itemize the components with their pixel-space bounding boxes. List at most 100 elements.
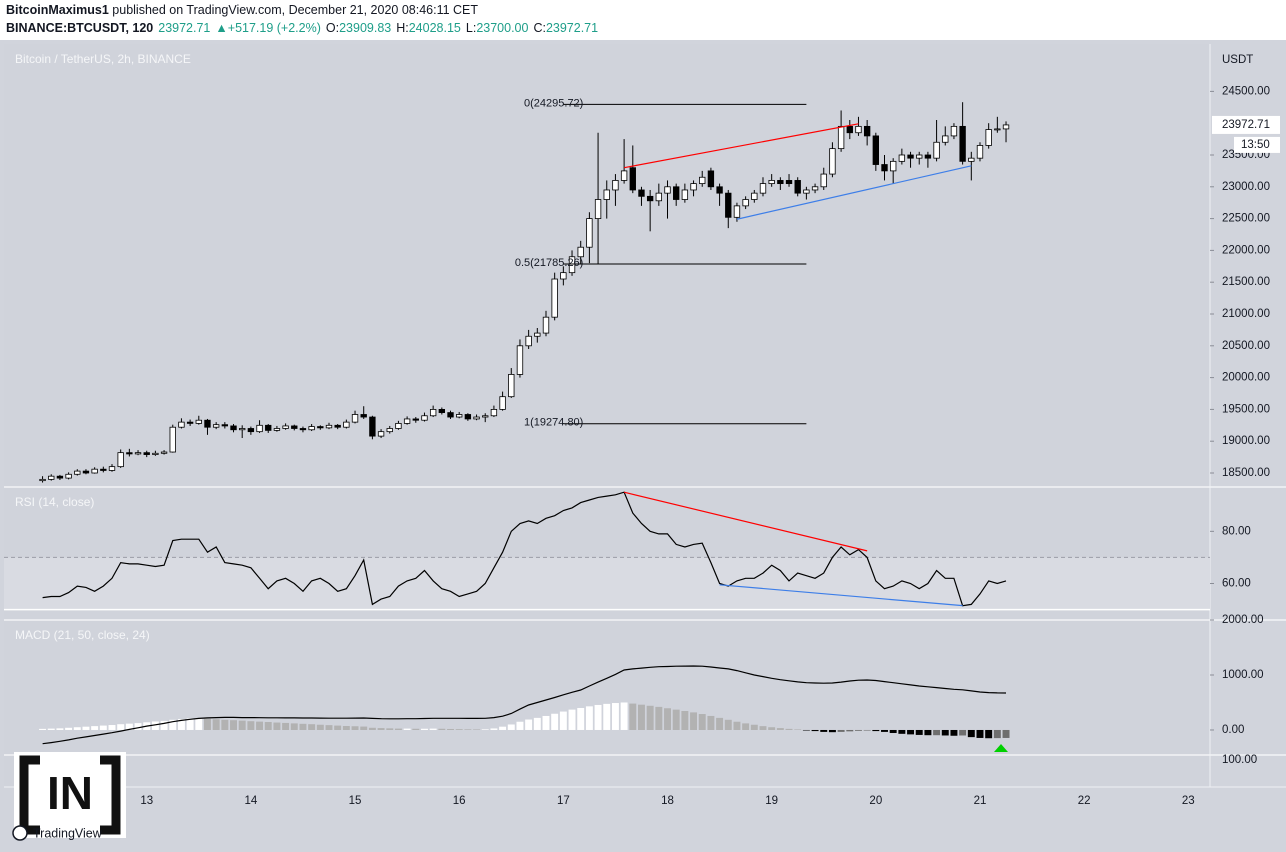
histogram-bar [117,724,125,730]
candle-body [551,278,558,318]
pane-title: MACD (21, 50, close, 24) [15,628,150,642]
histogram-bar [73,727,81,730]
x-tick-label: 22 [1078,795,1091,807]
histogram-bar [386,728,394,730]
candle-body [429,409,437,417]
histogram-bar [716,717,724,730]
x-tick-label: 23 [1182,795,1195,807]
histogram-bar [212,719,220,730]
histogram-bar [976,729,984,738]
histogram-bar [360,726,368,730]
histogram-bar [750,724,758,730]
histogram-bar [898,729,906,734]
candle-body [386,428,393,433]
histogram-bar [82,726,90,730]
histogram-bar [768,727,776,730]
histogram-bar [455,729,463,730]
candle-body [855,125,862,134]
fib-label: 1(19274.80) [524,417,583,429]
histogram-bar [368,727,376,730]
candle-body [473,416,480,420]
content: 18500.00 19000.00 19500.00 20000.00 20500.00… [4,52,1280,807]
histogram-bar [967,729,975,738]
candle-body [759,183,767,194]
trendline [623,491,868,552]
histogram-bar [889,729,897,734]
histogram-bar [915,729,923,735]
candle-body [464,414,472,420]
histogram-bar [907,729,915,735]
x-tick-label: 14 [244,795,257,807]
candle-body [690,183,697,191]
histogram-bar [516,721,524,730]
histogram-bar [282,722,290,730]
pane-title: Bitcoin / TetherUS, 2h, BINANCE [15,52,191,66]
histogram-bar [585,706,593,730]
histogram-bar [811,729,819,732]
y-tick-label: 20500.00 [1222,340,1270,352]
candle-body [829,148,836,175]
candle-body [751,192,758,200]
trendline [719,584,963,607]
candle-body [438,409,446,413]
histogram-bar [351,726,359,730]
candle-body [768,180,775,185]
candle-body [586,218,593,248]
candle-body [898,154,906,162]
publish-line: BitcoinMaximus1 published on TradingView… [6,3,478,17]
histogram-bar [759,726,767,730]
candle-body [334,424,341,428]
candle-body [577,246,584,258]
last-price-box [1212,115,1280,134]
candle-body [308,426,315,431]
x-tick-label: 16 [453,795,466,807]
candle-body [707,170,715,188]
histogram-bar [620,702,628,730]
histogram-bar [429,728,437,730]
histogram-bar [776,728,784,730]
pane-title: RSI (14, close) [15,495,94,509]
candle-body [291,425,298,429]
trendline [736,165,972,220]
histogram-bar [742,723,750,730]
histogram-bar [785,728,793,730]
histogram-bar [221,719,229,730]
histogram-bar [490,728,498,730]
histogram-bar [342,726,350,730]
candle-body [742,199,749,207]
candle-body [976,145,984,159]
candle-body [950,125,958,137]
candle-body [542,316,550,334]
histogram-bar [464,729,472,730]
published: published on TradingView.com, December 2… [112,3,479,17]
candle-body [872,135,880,165]
candle-body [933,141,940,159]
fib-label: 0(24295.72) [524,97,583,109]
histogram-bar [698,714,706,730]
candle-body [985,129,992,146]
candle-body [794,180,801,194]
histogram-bar [629,703,637,730]
symbol: BINANCE:BTCUSDT, 120 [6,21,154,35]
candle-body [499,396,506,410]
change: +517.19 (+2.2%) [227,21,321,35]
candle-body [299,428,307,431]
candle-body [525,335,532,347]
histogram-bar [933,729,941,736]
histogram-bar [577,707,585,730]
candle-body [456,414,463,418]
histogram-bar [525,719,533,730]
candle-body [221,424,229,427]
candle-body [403,418,411,424]
countdown-box [1234,136,1280,153]
rsi-band-fill [4,557,1210,610]
y-tick-label: 1000.00 [1222,669,1264,681]
histogram-bar [707,715,715,730]
histogram-bar [473,729,481,730]
logo-text: IN [47,767,93,819]
candle-body [560,272,567,280]
candle-body [447,412,454,418]
candle-body [811,186,819,191]
candle-body [863,125,871,137]
